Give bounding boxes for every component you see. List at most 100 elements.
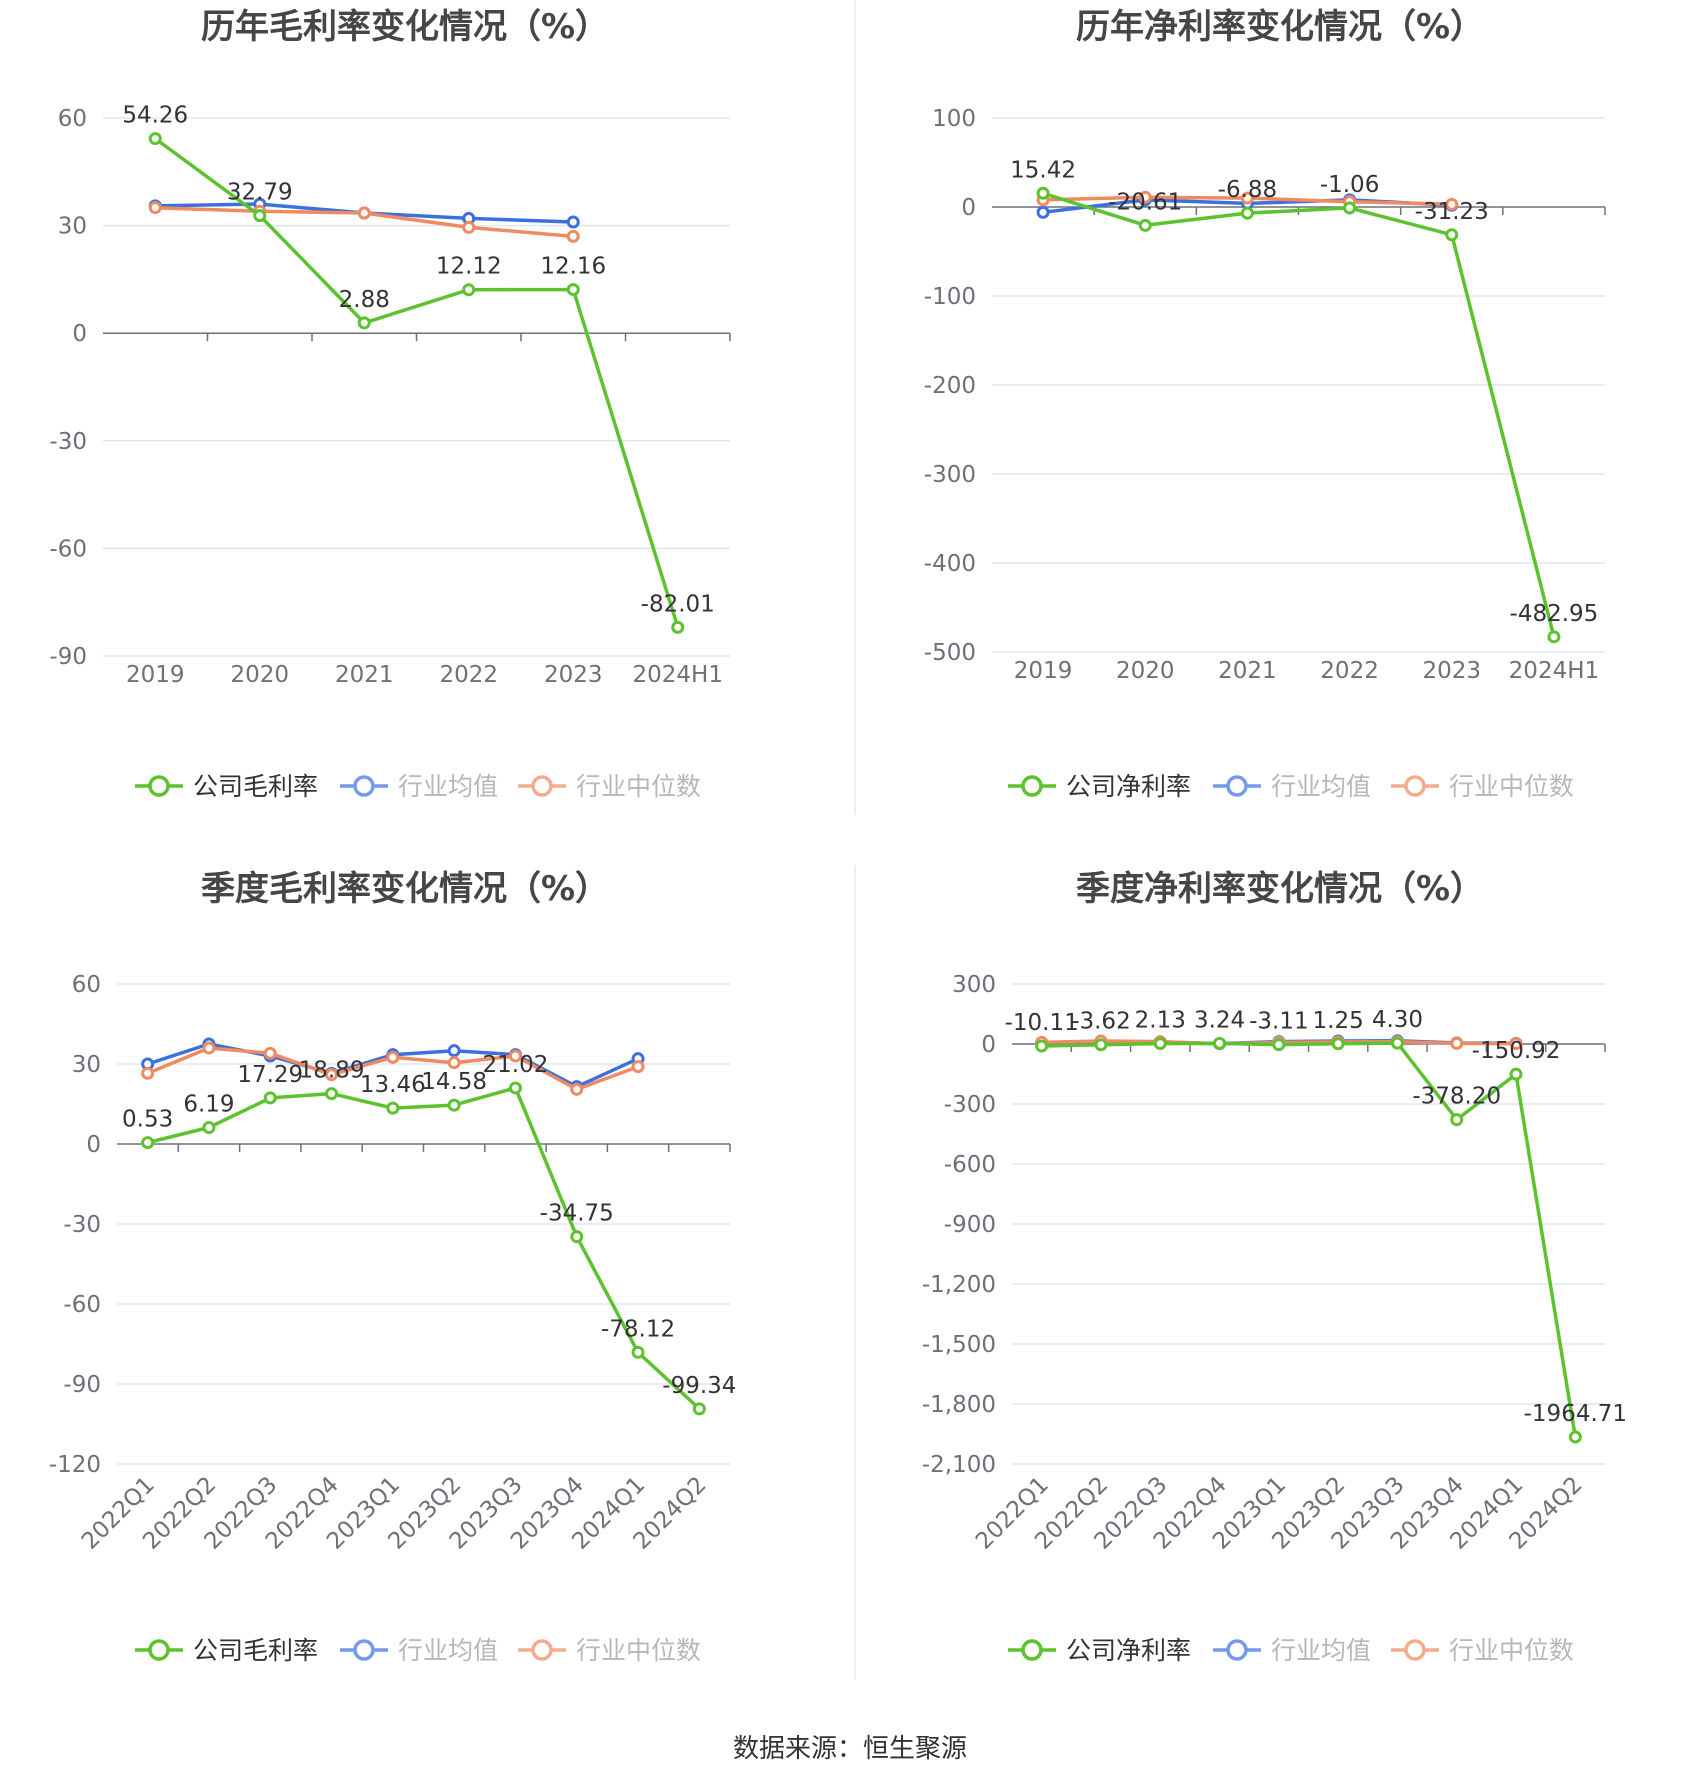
y-tick-label: -100 bbox=[924, 284, 976, 310]
data-point-company bbox=[1094, 1038, 1108, 1052]
legend-swatch-marker bbox=[353, 775, 375, 797]
legend-item-industry_median: 行业中位数 bbox=[518, 1636, 701, 1665]
data-point-company bbox=[1213, 1036, 1227, 1050]
data-label: 6.19 bbox=[183, 1091, 234, 1117]
data-point-industry_median bbox=[148, 201, 162, 215]
chart-title: 历年毛利率变化情况（%） bbox=[201, 7, 609, 47]
y-tick-label: 300 bbox=[952, 972, 996, 998]
legend-label: 行业中位数 bbox=[1449, 1636, 1574, 1665]
legend-item-company: 公司毛利率 bbox=[135, 1636, 318, 1665]
data-point-company bbox=[1450, 1113, 1464, 1127]
chart-title: 季度毛利率变化情况（%） bbox=[201, 869, 609, 909]
data-point-industry_median bbox=[263, 1046, 277, 1060]
x-tick-label: 2019 bbox=[126, 662, 185, 688]
data-point-industry_median bbox=[570, 1082, 584, 1096]
legend-label: 公司净利率 bbox=[1066, 772, 1191, 801]
y-tick-label: -1,500 bbox=[922, 1332, 996, 1358]
data-point-company bbox=[386, 1101, 400, 1115]
data-point-company bbox=[631, 1345, 645, 1359]
legend-label: 公司净利率 bbox=[1066, 1636, 1191, 1665]
data-point-industry_median bbox=[462, 220, 476, 234]
y-tick-label: -500 bbox=[924, 640, 976, 666]
data-label: -482.95 bbox=[1510, 601, 1599, 627]
series-line-company bbox=[1041, 1041, 1578, 1438]
data-label: 54.26 bbox=[122, 103, 188, 129]
legend-swatch-marker bbox=[531, 775, 553, 797]
y-tick-label: -30 bbox=[63, 1212, 101, 1238]
legend-item-industry_avg: 行业均值 bbox=[340, 772, 498, 801]
y-tick-label: -60 bbox=[49, 536, 87, 562]
data-label: 2.88 bbox=[339, 287, 390, 313]
data-point-industry_median bbox=[447, 1056, 461, 1070]
data-label: 12.12 bbox=[436, 254, 502, 280]
y-tick-label: -1,800 bbox=[922, 1392, 996, 1418]
x-tick-label: 2024H1 bbox=[633, 662, 723, 688]
data-label: -3.62 bbox=[1071, 1009, 1131, 1035]
legend-swatch-marker bbox=[1021, 1639, 1043, 1661]
legend-item-company: 公司毛利率 bbox=[135, 772, 318, 801]
data-point-company bbox=[1036, 186, 1050, 200]
data-label: 15.42 bbox=[1010, 157, 1076, 183]
legend-swatch-marker bbox=[148, 1639, 170, 1661]
legend-item-company: 公司净利率 bbox=[1008, 772, 1191, 801]
data-point-company bbox=[1272, 1038, 1286, 1052]
data-point-company bbox=[1240, 206, 1254, 220]
y-tick-label: -900 bbox=[944, 1212, 996, 1238]
data-label: -82.01 bbox=[641, 591, 715, 617]
data-label: -31.23 bbox=[1415, 199, 1489, 225]
y-tick-label: -60 bbox=[63, 1292, 101, 1318]
y-tick-label: 60 bbox=[72, 972, 101, 998]
data-label: -1964.71 bbox=[1524, 1401, 1627, 1427]
y-tick-label: -90 bbox=[49, 644, 87, 670]
y-tick-label: -300 bbox=[944, 1092, 996, 1118]
legend-item-company: 公司净利率 bbox=[1008, 1636, 1191, 1665]
data-label: -150.92 bbox=[1472, 1038, 1561, 1064]
x-tick-label: 2021 bbox=[335, 662, 394, 688]
data-point-industry_median bbox=[202, 1041, 216, 1055]
legend-label: 行业均值 bbox=[398, 1636, 498, 1665]
series-line-company bbox=[1042, 191, 1556, 638]
data-point-company bbox=[1153, 1037, 1167, 1051]
data-label: -78.12 bbox=[601, 1316, 675, 1342]
data-point-company bbox=[671, 620, 685, 634]
data-label: 4.30 bbox=[1372, 1007, 1423, 1033]
data-label: 12.16 bbox=[540, 254, 606, 280]
y-tick-label: -120 bbox=[49, 1452, 101, 1478]
data-label: 3.24 bbox=[1194, 1007, 1245, 1033]
legend-swatch-marker bbox=[148, 775, 170, 797]
data-label: 21.02 bbox=[483, 1052, 549, 1078]
data-label: 13.46 bbox=[360, 1072, 426, 1098]
legend-swatch-marker bbox=[531, 1639, 553, 1661]
data-point-company bbox=[570, 1230, 584, 1244]
legend-item-industry_median: 行业中位数 bbox=[1391, 772, 1574, 801]
legend-label: 公司毛利率 bbox=[193, 772, 318, 801]
data-point-company bbox=[263, 1091, 277, 1105]
legend-swatch-marker bbox=[1021, 775, 1043, 797]
data-point-industry_median bbox=[1445, 197, 1459, 211]
y-tick-label: -2,100 bbox=[922, 1452, 996, 1478]
data-point-industry_median bbox=[508, 1049, 522, 1063]
data-point-company bbox=[692, 1402, 706, 1416]
data-label: -20.61 bbox=[1108, 189, 1182, 215]
x-tick-label: 2022 bbox=[439, 662, 498, 688]
y-tick-label: 0 bbox=[86, 1132, 101, 1158]
data-point-industry_median bbox=[386, 1050, 400, 1064]
data-point-industry_median bbox=[1450, 1036, 1464, 1050]
data-point-industry_median bbox=[566, 229, 580, 243]
data-point-industry_avg bbox=[447, 1044, 461, 1058]
data-point-company bbox=[1390, 1036, 1404, 1050]
data-point-company bbox=[462, 283, 476, 297]
data-point-industry_median bbox=[1509, 1037, 1523, 1051]
data-label: -1.06 bbox=[1320, 172, 1380, 198]
data-point-industry_avg bbox=[566, 215, 580, 229]
chart-panel-4: 季度净利率变化情况（%） 300 0 -300 -600 -900 -1,200 -1,500… bbox=[922, 869, 1627, 1665]
data-point-industry_median bbox=[1240, 191, 1254, 205]
series-line-company bbox=[147, 1086, 701, 1411]
data-point-company bbox=[325, 1087, 339, 1101]
x-tick-label: 2022 bbox=[1320, 658, 1379, 684]
legend-label: 行业中位数 bbox=[576, 772, 701, 801]
data-point-company bbox=[148, 132, 162, 146]
data-label: 2.13 bbox=[1135, 1008, 1186, 1034]
data-label: 1.25 bbox=[1313, 1008, 1364, 1034]
